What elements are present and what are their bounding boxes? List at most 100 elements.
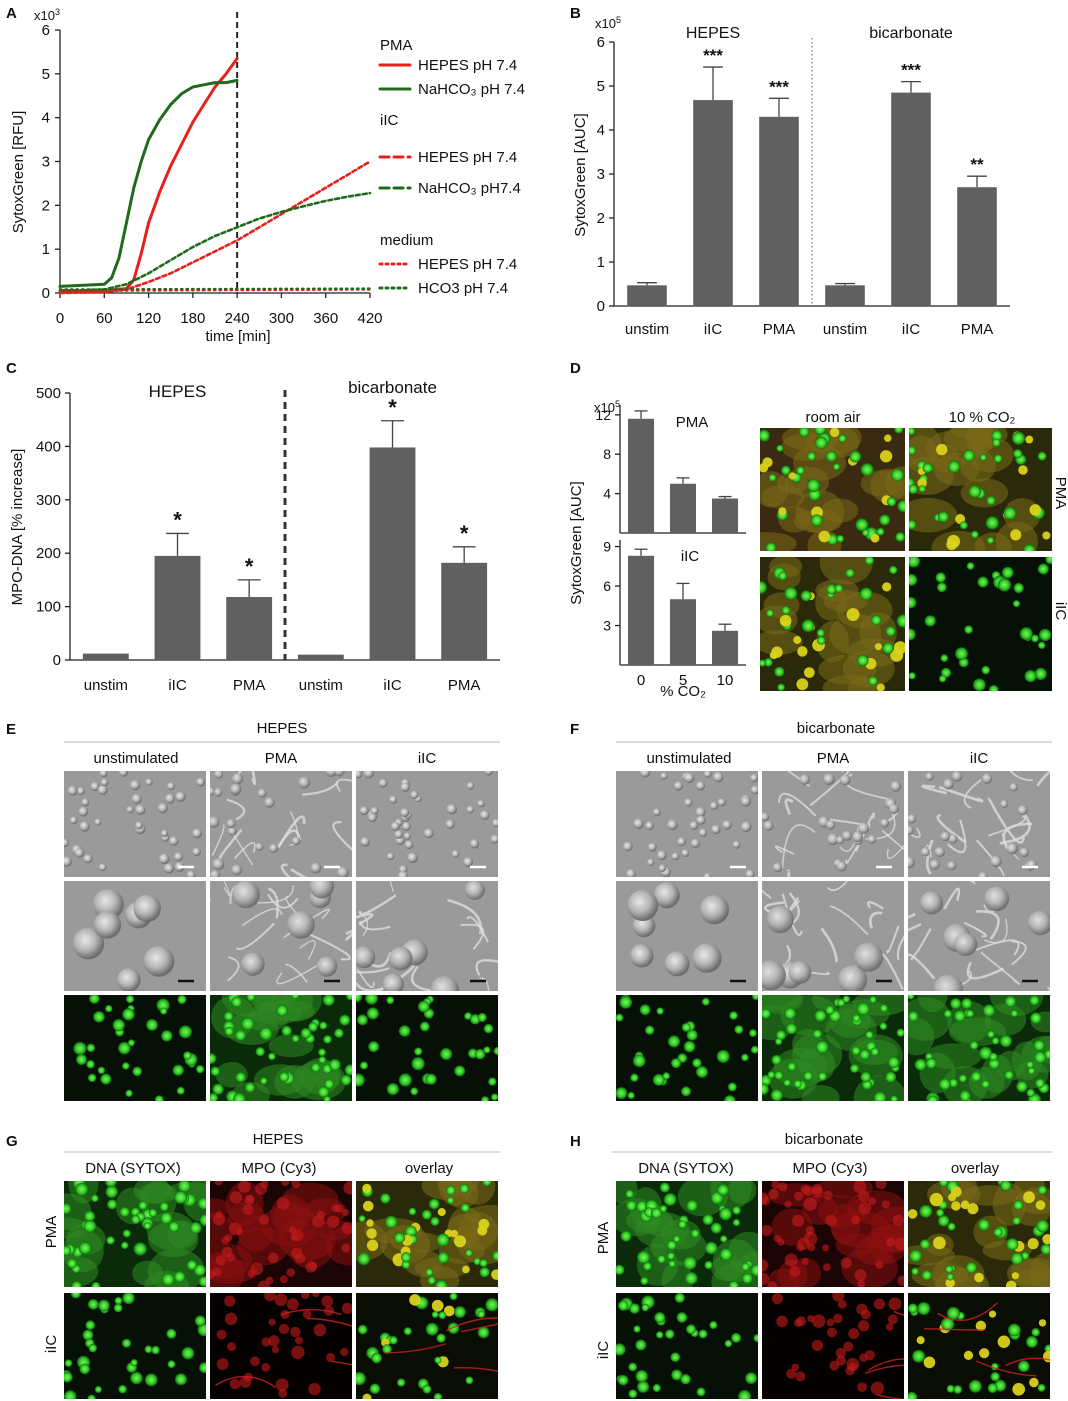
cell <box>667 1035 681 1048</box>
series-line <box>58 78 239 288</box>
cell <box>927 1095 939 1101</box>
cell <box>890 468 904 482</box>
cell <box>671 852 680 861</box>
net-fiber <box>268 887 280 919</box>
cell <box>922 462 933 474</box>
mpo-strand <box>976 1360 1037 1377</box>
fluorescence-images <box>760 428 1052 691</box>
bar <box>627 555 655 665</box>
cell <box>216 1329 227 1340</box>
cell <box>192 828 202 839</box>
cell <box>198 1276 206 1287</box>
net-fiber <box>921 784 947 795</box>
net-fiber <box>974 939 1020 956</box>
category-label: PMA <box>763 321 796 338</box>
cell <box>1010 1009 1019 1018</box>
fluoro-pma <box>762 995 904 1101</box>
sem-low-pma <box>762 771 904 877</box>
cell <box>775 1030 786 1041</box>
cell <box>64 1203 72 1215</box>
cell <box>889 565 898 575</box>
cell <box>801 619 815 633</box>
cell <box>158 853 170 865</box>
cell <box>885 1323 894 1331</box>
col-label: MPO (Cy3) <box>242 1160 317 1177</box>
cell <box>1012 1216 1021 1226</box>
cell <box>785 1022 798 1035</box>
cell <box>745 1372 757 1385</box>
cell <box>678 1220 687 1229</box>
cell <box>302 1309 312 1319</box>
cell <box>215 1211 223 1219</box>
cell <box>762 1008 771 1019</box>
cell <box>454 1306 466 1318</box>
cell <box>699 894 730 925</box>
cell <box>908 814 917 824</box>
cell <box>835 1347 846 1359</box>
cell <box>959 1090 971 1101</box>
fluorescence-grid <box>616 1181 1050 1399</box>
image-content <box>616 1293 758 1399</box>
cell <box>360 1061 369 1070</box>
image-content <box>762 771 904 877</box>
cell <box>485 1298 498 1312</box>
cell <box>477 1326 490 1339</box>
cell <box>670 1352 681 1362</box>
bar-chart: 0 100 200 300 400 500 unstim iIC * PMA * unstim iIC *… <box>36 378 500 694</box>
image-content <box>762 881 904 991</box>
cell <box>958 1074 967 1083</box>
cell <box>407 852 418 864</box>
cell <box>479 1267 490 1278</box>
sem-high-unstim <box>616 881 758 991</box>
net-fiber <box>211 824 225 856</box>
image-content <box>760 557 905 691</box>
cell <box>880 818 890 828</box>
bar <box>759 116 799 306</box>
y-tick-label: 400 <box>36 438 61 455</box>
cell <box>433 1392 443 1399</box>
cell <box>789 1265 801 1277</box>
x-tick-label: 300 <box>269 310 294 327</box>
cell <box>210 869 221 877</box>
cell <box>833 1313 843 1324</box>
cell <box>882 582 892 592</box>
y-tick-label: 5 <box>42 66 50 83</box>
cell <box>950 998 962 1010</box>
cell <box>689 821 699 830</box>
cell <box>291 995 300 1000</box>
cell <box>858 1320 870 1332</box>
fluoro-iic <box>356 995 498 1101</box>
cell <box>71 1281 82 1287</box>
cell <box>313 1323 327 1337</box>
net-fiber <box>267 893 299 909</box>
net-fiber <box>763 901 785 913</box>
cell <box>811 1339 824 1351</box>
cell <box>172 1064 184 1076</box>
cell <box>69 816 78 825</box>
cell <box>210 1269 216 1279</box>
cell <box>749 1029 757 1037</box>
net-fiber <box>908 922 922 932</box>
cell <box>774 1070 784 1080</box>
mpo-strand <box>867 1358 904 1371</box>
cell <box>629 944 654 968</box>
cell <box>274 1293 288 1307</box>
group-label: HEPES <box>149 382 207 401</box>
significance-marker: * <box>245 554 254 579</box>
mpo-strand <box>331 1360 352 1366</box>
cell <box>161 1030 173 1042</box>
cell <box>993 1227 1003 1237</box>
cell <box>112 1018 125 1032</box>
cell <box>793 636 802 644</box>
cell <box>882 642 894 654</box>
cell <box>888 1297 902 1311</box>
cell <box>186 870 196 877</box>
cell <box>161 1272 175 1286</box>
bar <box>669 483 697 533</box>
net-fiber <box>389 881 394 892</box>
cell <box>1013 449 1023 459</box>
net-fiber <box>276 963 321 985</box>
panel-letter-f: F <box>570 721 579 738</box>
cell <box>627 890 659 922</box>
cell <box>622 841 633 852</box>
